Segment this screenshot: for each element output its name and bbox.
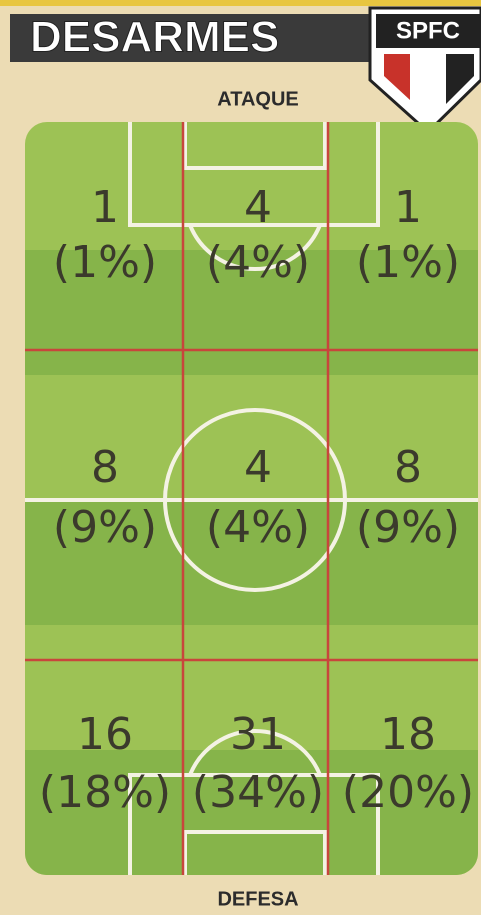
cell-count: 1: [394, 182, 422, 233]
bottom-label: DEFESA: [217, 888, 298, 910]
cell-count: 16: [77, 709, 133, 760]
cell-count: 31: [230, 709, 286, 760]
graphic: DESARMES SPFC ATAQUE DEFESA 1(1%): [0, 0, 481, 915]
cell-share: (1%): [356, 237, 460, 288]
cell-share: (9%): [356, 502, 460, 553]
cell-count: 18: [380, 709, 436, 760]
cell-share: (20%): [342, 767, 474, 818]
cell-share: (1%): [53, 237, 157, 288]
cell-count: 1: [91, 182, 119, 233]
cell-count: 4: [244, 182, 272, 233]
top-strip: [0, 0, 481, 6]
cell-share: (4%): [206, 237, 310, 288]
cell-count: 4: [244, 442, 272, 493]
cell-share: (18%): [39, 767, 171, 818]
top-label: ATAQUE: [217, 88, 298, 110]
cell-share: (34%): [192, 767, 324, 818]
cell-share: (4%): [206, 502, 310, 553]
cell-share: (9%): [53, 502, 157, 553]
logo: SPFC: [370, 8, 481, 132]
title: DESARMES: [30, 13, 279, 62]
cell-count: 8: [394, 442, 422, 493]
logo-text: SPFC: [396, 17, 460, 44]
cell-count: 8: [91, 442, 119, 493]
page: DESARMES SPFC ATAQUE DEFESA 1(1%): [0, 0, 481, 915]
